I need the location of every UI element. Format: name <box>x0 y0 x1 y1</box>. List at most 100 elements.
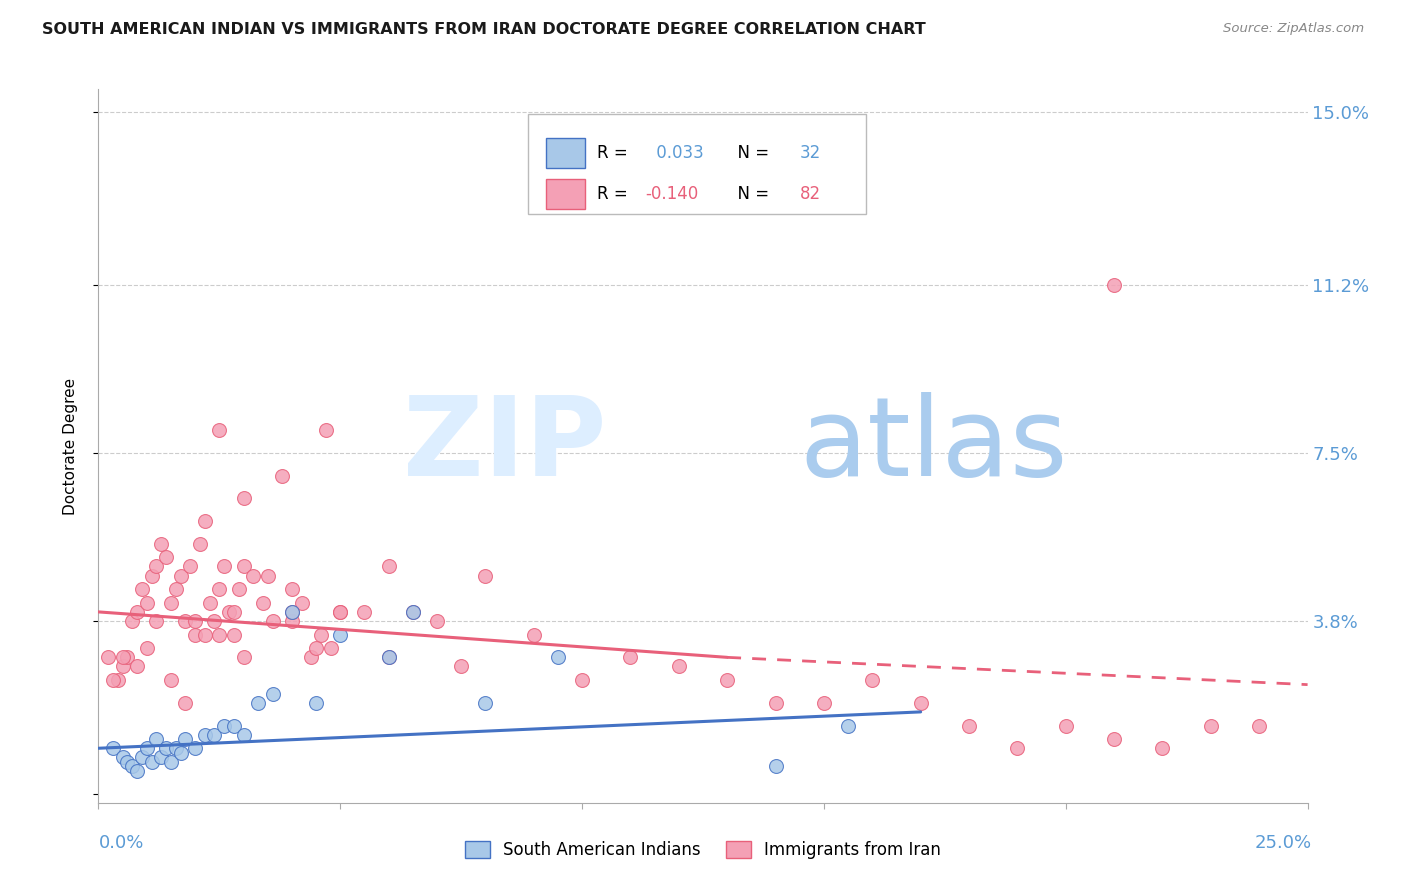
Text: R =: R = <box>596 185 633 202</box>
Point <box>228 582 250 597</box>
Point <box>426 614 449 628</box>
Point <box>1054 718 1077 732</box>
Point <box>377 559 399 574</box>
Point <box>329 605 352 619</box>
Point <box>1152 741 1174 756</box>
Point <box>910 696 932 710</box>
Point <box>188 537 211 551</box>
Text: atlas: atlas <box>800 392 1069 500</box>
Point <box>402 605 425 619</box>
Point <box>145 559 167 574</box>
Point <box>309 627 332 641</box>
Point <box>222 605 245 619</box>
Point <box>218 605 240 619</box>
Text: 0.0%: 0.0% <box>98 834 143 852</box>
Point <box>262 614 284 628</box>
Legend: South American Indians, Immigrants from Iran: South American Indians, Immigrants from … <box>458 834 948 866</box>
Point <box>101 741 124 756</box>
Point <box>765 759 787 773</box>
FancyBboxPatch shape <box>527 114 866 214</box>
Point <box>232 728 254 742</box>
Point <box>165 741 187 756</box>
Point <box>174 614 197 628</box>
Point <box>242 568 264 582</box>
Point <box>208 582 231 597</box>
Point <box>212 559 235 574</box>
Point <box>184 614 207 628</box>
Point <box>160 673 183 687</box>
Point <box>212 718 235 732</box>
Point <box>957 718 980 732</box>
Point <box>305 641 328 656</box>
Point <box>101 673 124 687</box>
Point <box>281 605 304 619</box>
Point <box>208 423 231 437</box>
Point <box>305 696 328 710</box>
Point <box>174 696 197 710</box>
Text: 25.0%: 25.0% <box>1254 834 1312 852</box>
Point <box>402 605 425 619</box>
Text: R =: R = <box>596 144 633 162</box>
Point <box>127 659 149 673</box>
Point <box>319 641 342 656</box>
Point <box>141 755 163 769</box>
Point <box>174 732 197 747</box>
Point <box>281 605 304 619</box>
Point <box>222 627 245 641</box>
Point <box>194 627 217 641</box>
Point <box>198 596 221 610</box>
Point <box>474 696 496 710</box>
Point <box>765 696 787 710</box>
Point <box>145 732 167 747</box>
Point <box>232 491 254 506</box>
Point <box>150 537 173 551</box>
Point <box>1007 741 1029 756</box>
Point <box>160 596 183 610</box>
Point <box>131 750 153 764</box>
Point <box>169 746 191 760</box>
Point <box>155 550 177 565</box>
Point <box>474 568 496 582</box>
Text: SOUTH AMERICAN INDIAN VS IMMIGRANTS FROM IRAN DOCTORATE DEGREE CORRELATION CHART: SOUTH AMERICAN INDIAN VS IMMIGRANTS FROM… <box>42 22 927 37</box>
Point <box>184 627 207 641</box>
FancyBboxPatch shape <box>546 138 585 168</box>
Point <box>194 514 217 528</box>
Point <box>135 741 157 756</box>
Point <box>716 673 738 687</box>
Point <box>165 582 187 597</box>
Point <box>111 750 134 764</box>
Point <box>194 728 217 742</box>
Text: Source: ZipAtlas.com: Source: ZipAtlas.com <box>1223 22 1364 36</box>
Point <box>377 650 399 665</box>
Point <box>107 673 129 687</box>
Point <box>377 650 399 665</box>
Point <box>232 650 254 665</box>
Point <box>131 582 153 597</box>
Point <box>281 614 304 628</box>
Point <box>204 728 226 742</box>
Text: 82: 82 <box>800 185 821 202</box>
Point <box>111 650 134 665</box>
Point <box>127 764 149 778</box>
Text: N =: N = <box>727 144 775 162</box>
Point <box>450 659 472 673</box>
Point <box>571 673 593 687</box>
Point <box>329 605 352 619</box>
Text: -0.140: -0.140 <box>645 185 699 202</box>
Point <box>315 423 337 437</box>
Point <box>252 596 274 610</box>
Point <box>299 650 322 665</box>
Point <box>271 468 294 483</box>
Text: 32: 32 <box>800 144 821 162</box>
Point <box>1199 718 1222 732</box>
Point <box>813 696 835 710</box>
Point <box>121 759 143 773</box>
FancyBboxPatch shape <box>546 178 585 209</box>
Point <box>1102 732 1125 747</box>
Point <box>547 650 569 665</box>
Point <box>179 559 201 574</box>
Point <box>208 627 231 641</box>
Point <box>1102 277 1125 292</box>
Point <box>353 605 375 619</box>
Point <box>262 687 284 701</box>
